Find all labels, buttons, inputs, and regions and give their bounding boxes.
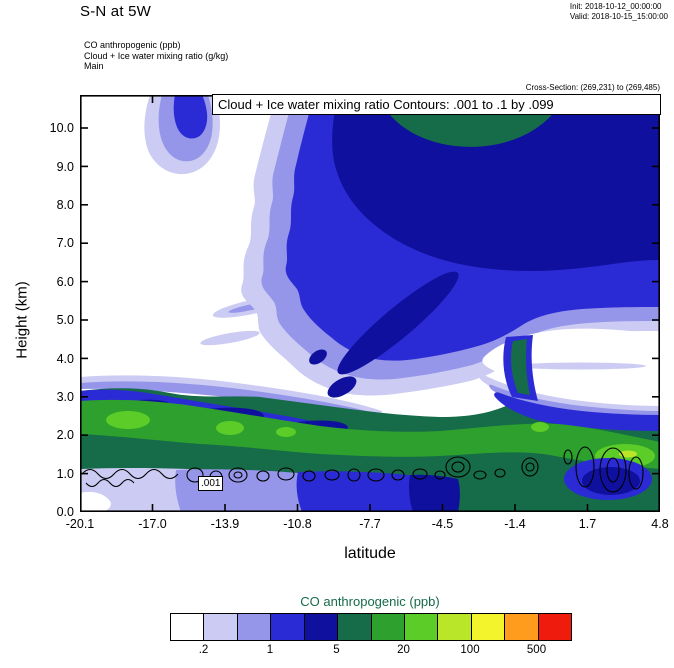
x-tick-label: -7.7: [359, 517, 381, 531]
x-tick-label: -1.4: [504, 517, 526, 531]
field-domain: Main: [84, 61, 104, 71]
colorbar-cell: [504, 614, 538, 640]
colorbar-cell: [270, 614, 304, 640]
colorbar-tick-label: 20: [397, 644, 410, 656]
colorbar-tick-label: 5: [333, 644, 340, 656]
colorbar-cell: [370, 614, 404, 640]
bottom-strip-periwinkle: [175, 469, 311, 512]
teal-finger-core: [510, 339, 530, 395]
cross-section-coords: Cross-Section: (269,231) to (269,485): [525, 83, 660, 92]
y-axis-title: Height (km): [13, 281, 31, 359]
lower-fringe-periwinkle: [80, 381, 378, 421]
x-tick-label: 4.8: [651, 517, 669, 531]
bottom-strip-darkblue: [409, 474, 460, 512]
colorbar-cell: [437, 614, 471, 640]
y-tick-label: 0.0: [56, 505, 74, 519]
colorbar-tick-label: .2: [198, 644, 209, 656]
x-axis-title: latitude: [344, 545, 396, 562]
y-tick-label: 8.0: [56, 198, 74, 212]
green-band: [80, 399, 660, 469]
swath-darkblue: [309, 95, 660, 398]
lower-fringe-lavender: [80, 375, 382, 419]
contour-value-label: .001: [198, 476, 224, 491]
under-notch-blue: [494, 392, 660, 431]
colorbar-cell: [203, 614, 237, 640]
y-tick-label: 7.0: [56, 236, 74, 250]
colorbar-title: CO anthropogenic (ppb): [300, 594, 440, 609]
colorbar-cell: [537, 614, 572, 640]
colorbar-cell: [236, 614, 271, 640]
field-contour: Cloud + Ice water mixing ratio (g/kg): [84, 50, 229, 61]
colorbar-tick-label: 100: [460, 644, 480, 656]
run-time-block: Init: 2018-10-12_00:00:00 Valid: 2018-10…: [570, 2, 668, 21]
y-tick-label: 5.0: [56, 313, 74, 327]
bottom-strip-white: [80, 491, 111, 512]
colorbar-cell: [171, 614, 204, 640]
notch-streak: [514, 362, 646, 370]
under-notch-periwinkle: [489, 384, 660, 419]
x-tick-label: -4.5: [431, 517, 454, 531]
cross-section-plot: Cloud + Ice water mixing ratio Contours:…: [80, 94, 661, 512]
y-tick-label: 4.0: [56, 351, 74, 366]
valid-time: Valid: 2018-10-15_15:00:00: [569, 11, 668, 21]
init-time: Init: 2018-10-12_00:00:00: [569, 2, 662, 11]
field-fill: CO anthropogenic (ppb): [84, 40, 181, 50]
cloud-contour-lines: [81, 446, 644, 493]
bottom-strip-blue: [296, 471, 421, 512]
y-tick-label: 3.0: [56, 390, 74, 404]
colorbar-cell: [303, 614, 338, 640]
contour-field-canvas: [80, 95, 660, 512]
plume-blob-blue: [173, 95, 208, 139]
contour-info-banner: Cloud + Ice water mixing ratio Contours:…: [212, 94, 661, 115]
y-tick-label: 1.0: [56, 466, 74, 481]
colorbar: [170, 613, 572, 641]
y-tick-label: 6.0: [56, 274, 74, 289]
y-tick-label: 9.0: [56, 159, 74, 174]
colorbar-tick-label: 500: [526, 644, 547, 656]
x-tick-label: -17.0: [138, 517, 167, 531]
colorbar-cell: [337, 614, 371, 640]
page-title: S-N at 5W: [80, 3, 151, 20]
x-tick-label: 1.7: [578, 517, 597, 531]
x-tick-label: -10.8: [283, 517, 312, 531]
colorbar-cell: [403, 614, 438, 640]
y-tick-label: 10.0: [49, 121, 74, 135]
colorbar-tick-label: 1: [266, 644, 274, 656]
colorbar-cell: [470, 614, 505, 640]
y-tick-label: 2.0: [56, 428, 74, 442]
x-tick-label: -13.9: [210, 517, 240, 531]
field-list: CO anthropogenic (ppb) Cloud + Ice water…: [84, 40, 228, 72]
x-tick-label: -20.1: [65, 517, 95, 531]
